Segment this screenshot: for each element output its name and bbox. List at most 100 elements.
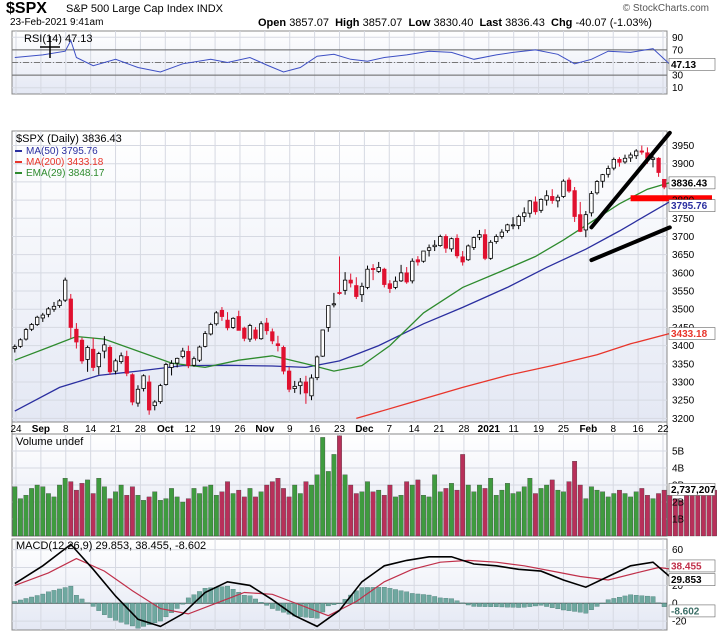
candle xyxy=(119,352,124,364)
candle xyxy=(113,358,118,375)
volume-bar xyxy=(337,435,342,537)
candle-body xyxy=(622,157,628,163)
candle-body xyxy=(247,325,253,340)
candle xyxy=(522,207,527,222)
low-value: 3830.40 xyxy=(433,17,474,29)
volume-bar xyxy=(611,493,617,537)
candle-body xyxy=(617,158,622,163)
candle-body xyxy=(482,234,488,259)
volume-bar xyxy=(589,486,594,537)
candle-body xyxy=(314,356,320,379)
macd-histogram-bar xyxy=(538,603,544,606)
candle xyxy=(359,282,365,302)
y-tick-label: 3400 xyxy=(672,341,695,352)
candle xyxy=(23,328,29,341)
volume-bar xyxy=(376,489,382,537)
volume-bar xyxy=(303,481,309,537)
y-tick-label: 2B xyxy=(672,498,685,509)
volume-bar xyxy=(85,479,90,537)
macd-histogram-bar xyxy=(589,603,594,610)
high-value: 3857.07 xyxy=(362,17,403,29)
macd-histogram-bar xyxy=(269,603,275,609)
macd-histogram-bar xyxy=(320,603,326,613)
candle-body xyxy=(650,157,656,160)
macd-histogram-bar xyxy=(409,593,415,604)
candle-body xyxy=(270,331,275,342)
volume-bar xyxy=(292,484,298,537)
candle-body xyxy=(107,347,113,373)
candle-body xyxy=(264,322,269,332)
high-label: High xyxy=(335,17,360,29)
candle xyxy=(337,256,342,295)
candle xyxy=(68,293,73,339)
candle xyxy=(281,345,286,375)
legend-ma50: MA(50) 3795.76 xyxy=(26,146,98,157)
x-tick-label: Sep xyxy=(32,424,50,435)
candle xyxy=(438,234,443,247)
y-tick-label: 3900 xyxy=(672,159,695,170)
candle-body xyxy=(169,363,174,368)
candle-body xyxy=(186,351,191,367)
candle-body xyxy=(225,319,230,329)
y-tick-label: 3650 xyxy=(672,250,695,261)
candle-body xyxy=(68,298,73,328)
volume-bar xyxy=(493,495,499,537)
candle xyxy=(91,337,96,372)
legend-ma200: MA(200) 3433.18 xyxy=(26,157,104,168)
y-tick-label: 3700 xyxy=(672,232,695,243)
macd-hist-badge: -8.602 xyxy=(671,606,700,617)
macd-histogram-bar xyxy=(85,602,90,604)
volume-bar xyxy=(482,488,488,537)
volume-bar xyxy=(505,483,510,537)
candle-body xyxy=(533,201,538,213)
symbol: $SPX xyxy=(6,0,47,17)
macd-histogram-bar xyxy=(561,603,566,611)
y-tick-label: 10 xyxy=(672,83,684,94)
candle xyxy=(40,312,45,322)
ma200-badge: 3433.18 xyxy=(671,329,708,340)
legend-ema29: EMA(29) 3848.17 xyxy=(26,168,105,179)
candle-body xyxy=(454,237,460,257)
candle-body xyxy=(175,357,180,364)
candle-body xyxy=(466,245,471,261)
volume-bar xyxy=(555,489,561,537)
candle-body xyxy=(634,150,639,157)
candle xyxy=(404,267,409,284)
candle-body xyxy=(488,241,493,259)
y-tick-label: 1B xyxy=(672,515,685,526)
candle xyxy=(370,264,376,281)
candle-body xyxy=(35,316,40,325)
candle xyxy=(130,373,135,406)
volume-bar xyxy=(325,471,331,537)
y-tick-label: -20 xyxy=(672,617,687,628)
candle xyxy=(18,338,23,348)
candle xyxy=(247,323,253,342)
candle xyxy=(102,336,107,359)
macd-histogram-bar xyxy=(600,602,606,604)
y-tick-label: 3200 xyxy=(672,414,695,425)
macd-histogram-bar xyxy=(258,602,264,604)
macd-histogram-bar xyxy=(101,603,107,615)
volume-bar xyxy=(309,484,314,537)
macd-histogram-bar xyxy=(577,603,583,613)
macd-histogram-bar xyxy=(449,598,454,604)
candle-body xyxy=(589,193,594,214)
macd-histogram-bar xyxy=(45,591,51,604)
macd-histogram-bar xyxy=(331,603,337,605)
candle-body xyxy=(147,381,152,411)
candle-body xyxy=(281,347,286,372)
macd-histogram-bar xyxy=(415,593,421,604)
open-value: 3857.07 xyxy=(289,17,329,29)
index-name: S&P 500 Large Cap Index INDX xyxy=(66,3,223,15)
candle xyxy=(460,251,465,266)
candle xyxy=(258,321,264,340)
macd-histogram-bar xyxy=(566,603,572,611)
candle xyxy=(365,265,370,290)
volume-bar xyxy=(348,484,354,537)
macd-histogram-bar xyxy=(146,603,152,625)
candle-body xyxy=(376,267,381,272)
candle xyxy=(639,145,644,155)
volume-bar xyxy=(169,488,174,537)
macd-histogram-bar xyxy=(583,603,589,614)
volume-bar xyxy=(639,488,645,537)
